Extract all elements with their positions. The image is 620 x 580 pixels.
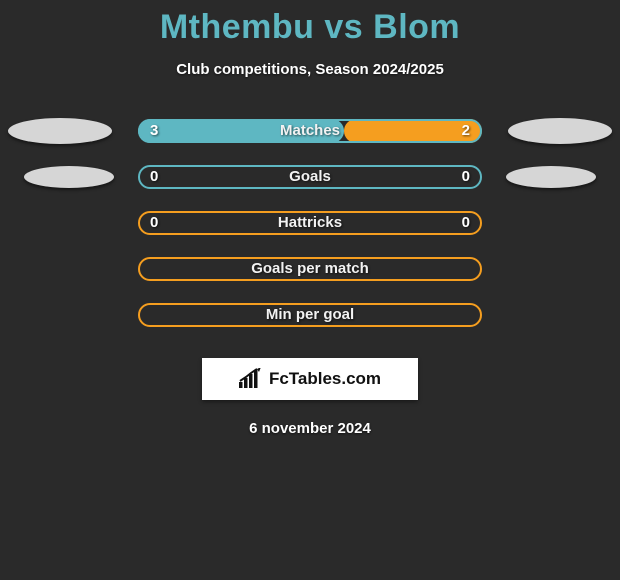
player-left-marker [8,118,112,144]
stat-bar: Matches3 2 [138,119,482,143]
stat-bar: Hattricks0 0 [138,211,482,235]
brand-chip: FcTables.com [202,358,418,400]
stat-label: Matches [138,119,482,143]
stat-value-left: 0 [150,165,158,189]
stat-rows: Matches32Goals00Hattricks00Goals per mat… [0,112,620,342]
player-right-marker [506,166,596,188]
stat-value-left: 3 [150,119,158,143]
stat-row: Matches3 2 [0,112,620,158]
brand-text: FcTables.com [269,369,381,389]
player-left-marker [24,166,114,188]
stat-label: Hattricks [138,211,482,235]
stat-row: Goals0 0 [0,158,620,204]
stat-row: Hattricks0 0 [0,204,620,250]
comparison-infographic: Mthembu vs Blom Club competitions, Seaso… [0,0,620,580]
stat-label: Min per goal [138,303,482,327]
stat-bar: Min per goal [138,303,482,327]
stat-value-right: 0 [462,211,470,235]
player-right-marker [508,118,612,144]
stat-bar: Goals per match [138,257,482,281]
stat-label: Goals per match [138,257,482,281]
stat-row: Goals per match [0,250,620,296]
stat-value-right: 0 [462,165,470,189]
stat-value-left: 0 [150,211,158,235]
chart-icon [239,368,263,390]
date-label: 6 november 2024 [0,420,620,437]
stat-row: Min per goal [0,296,620,342]
stat-value-right: 2 [462,119,470,143]
page-title: Mthembu vs Blom [0,0,620,47]
stat-bar: Goals0 0 [138,165,482,189]
stat-label: Goals [138,165,482,189]
page-subtitle: Club competitions, Season 2024/2025 [0,61,620,78]
